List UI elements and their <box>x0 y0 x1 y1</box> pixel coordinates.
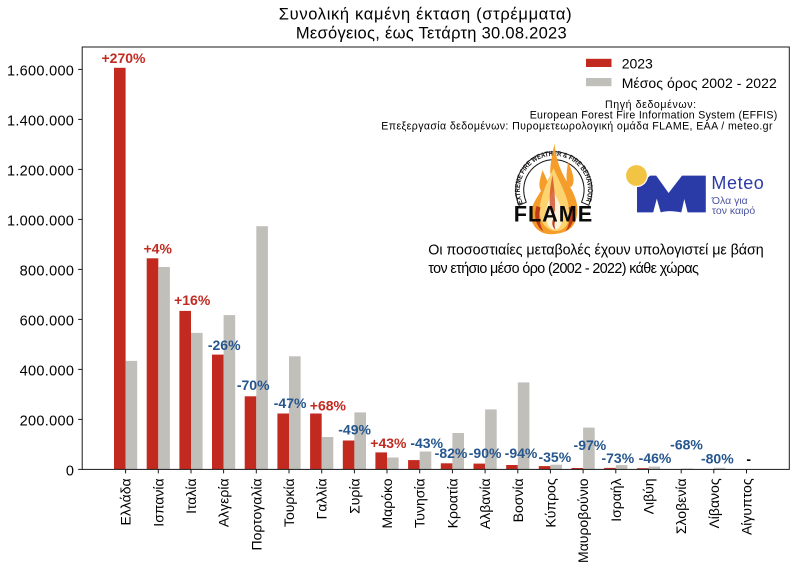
svg-text:2023: 2023 <box>622 56 653 72</box>
svg-text:Λίβανος: Λίβανος <box>706 478 722 528</box>
svg-text:-: - <box>746 451 751 467</box>
svg-text:-80%: -80% <box>701 451 734 467</box>
svg-text:Μαυροβούνιο: Μαυροβούνιο <box>575 478 591 563</box>
svg-text:Συνολική καμένη έκταση (στρέμμ: Συνολική καμένη έκταση (στρέμματα) <box>279 6 572 24</box>
svg-text:-47%: -47% <box>274 395 307 411</box>
svg-text:Σλοβενία: Σλοβενία <box>673 478 689 534</box>
svg-text:1.400.000: 1.400.000 <box>7 114 74 130</box>
svg-text:Βοσνία: Βοσνία <box>510 478 526 522</box>
svg-text:1.600.000: 1.600.000 <box>7 64 74 80</box>
svg-text:τον καιρό: τον καιρό <box>712 205 756 217</box>
svg-text:Ισπανία: Ισπανία <box>150 478 166 526</box>
svg-text:0: 0 <box>66 464 74 480</box>
svg-text:Ιταλία: Ιταλία <box>183 478 199 514</box>
svg-text:Κύπρος: Κύπρος <box>542 478 558 527</box>
svg-text:FLAME: FLAME <box>514 202 594 227</box>
svg-text:200.000: 200.000 <box>20 414 75 430</box>
svg-text:800.000: 800.000 <box>20 264 75 280</box>
svg-text:-26%: -26% <box>208 337 241 353</box>
svg-text:Μαρόκο: Μαρόκο <box>379 478 395 528</box>
svg-text:Meteo: Meteo <box>711 173 764 193</box>
svg-text:400.000: 400.000 <box>20 364 75 380</box>
svg-text:Γαλλία: Γαλλία <box>314 478 330 519</box>
svg-text:Πορτογαλία: Πορτογαλία <box>248 478 264 550</box>
svg-text:+43%: +43% <box>370 435 407 451</box>
svg-text:1.200.000: 1.200.000 <box>7 164 74 180</box>
svg-text:τον ετήσιο μέσο όρο (2002 - 20: τον ετήσιο μέσο όρο (2002 - 2022) κάθε χ… <box>428 261 699 277</box>
svg-text:-94%: -94% <box>505 445 538 461</box>
svg-text:-35%: -35% <box>538 449 571 465</box>
svg-text:Όλα για: Όλα για <box>711 195 748 207</box>
svg-text:Ισραήλ: Ισραήλ <box>608 478 624 521</box>
svg-text:Αλβανία: Αλβανία <box>477 478 493 529</box>
svg-text:-70%: -70% <box>237 377 270 393</box>
svg-text:-90%: -90% <box>469 445 502 461</box>
svg-text:Αλγερία: Αλγερία <box>216 478 232 527</box>
svg-text:Τυνησία: Τυνησία <box>412 478 428 528</box>
svg-text:Αίγυπτος: Αίγυπτος <box>739 478 755 535</box>
svg-text:Συρία: Συρία <box>346 478 362 513</box>
svg-text:+16%: +16% <box>174 292 211 308</box>
svg-text:Πηγή δεδομένων:: Πηγή δεδομένων: <box>605 99 696 111</box>
svg-text:Τουρκία: Τουρκία <box>281 478 297 527</box>
svg-text:-82%: -82% <box>435 445 468 461</box>
svg-text:Μεσόγειος, έως Τετάρτη 30.08.2: Μεσόγειος, έως Τετάρτη 30.08.2023 <box>296 25 567 43</box>
svg-text:+68%: +68% <box>310 397 347 413</box>
svg-text:European Forest Fire Informati: European Forest Fire Information System … <box>530 110 778 122</box>
svg-text:-43%: -43% <box>410 435 443 451</box>
svg-text:Οι ποσοστιαίες μεταβολές έχουν: Οι ποσοστιαίες μεταβολές έχουν υπολογιστ… <box>428 243 763 259</box>
svg-text:+270%: +270% <box>102 50 147 66</box>
svg-text:-46%: -46% <box>639 450 672 466</box>
svg-text:-68%: -68% <box>670 436 703 452</box>
svg-text:1.000.000: 1.000.000 <box>7 214 74 230</box>
svg-text:Μέσος όρος 2002 - 2022: Μέσος όρος 2002 - 2022 <box>622 75 777 91</box>
svg-text:-73%: -73% <box>601 450 634 466</box>
svg-text:Λιβύη: Λιβύη <box>641 478 657 514</box>
svg-text:-97%: -97% <box>574 437 607 453</box>
svg-text:-49%: -49% <box>338 422 371 438</box>
svg-text:Κροατία: Κροατία <box>444 478 460 528</box>
svg-text:Ελλάδα: Ελλάδα <box>118 478 134 525</box>
svg-text:+4%: +4% <box>143 241 172 257</box>
svg-text:Επεξεργασία δεδομένων: Πυρομετ: Επεξεργασία δεδομένων: Πυρομετεωρολογική… <box>381 120 773 132</box>
svg-text:600.000: 600.000 <box>20 314 75 330</box>
